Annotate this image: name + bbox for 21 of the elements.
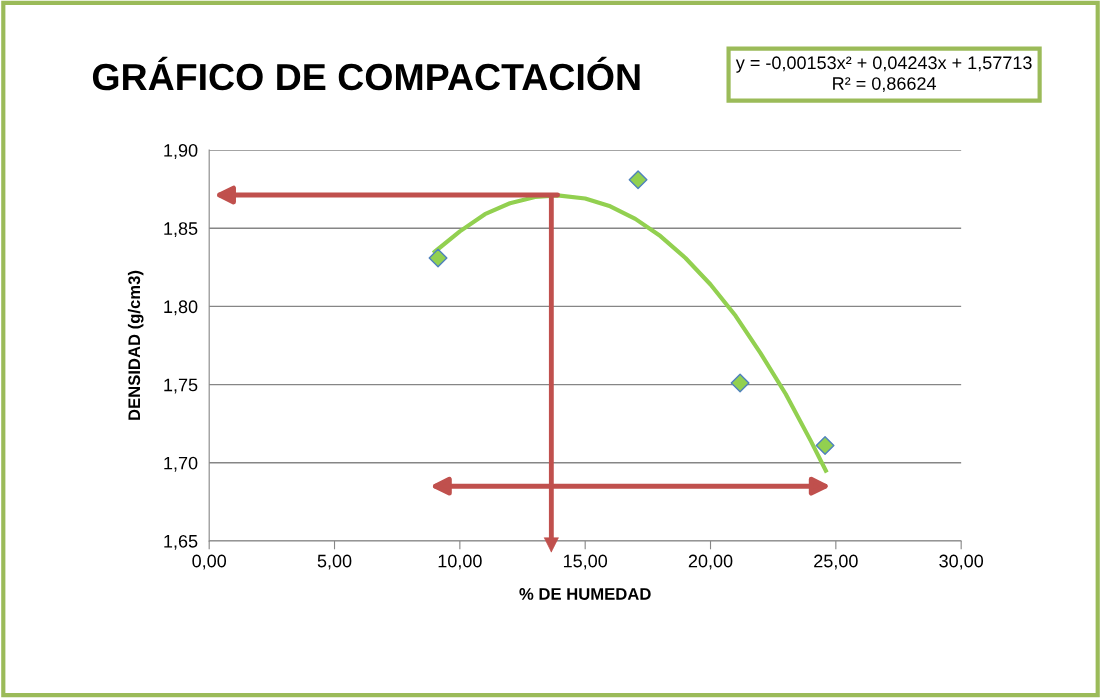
y-tick-label: 1,80 [164, 300, 198, 316]
point [730, 373, 750, 393]
x-tick-label: 30,00 [939, 554, 984, 570]
y-tick-label: 1,75 [164, 378, 198, 394]
y-axis-title: DENSIDAD (g/cm3) [127, 270, 144, 420]
x-tick-label: 10,00 [438, 554, 482, 570]
x-tick-label: 15,00 [563, 554, 608, 570]
x-tick-label: 25,00 [814, 554, 858, 570]
x-tick-label: 5,00 [317, 554, 352, 570]
y-tick-label: 1,90 [164, 144, 198, 159]
x-tick-label: 20,00 [688, 554, 733, 570]
point [815, 436, 835, 456]
point [428, 248, 448, 268]
y-tick-label: 1,85 [164, 222, 198, 238]
y-tick-label: 1,65 [164, 534, 198, 550]
chart-title: GRÁFICO DE COMPACTACIÓN [92, 56, 640, 91]
text: y = -0,00153x² + 0,04243x + 1,57713 R² = 0,86624 [735, 56, 1032, 93]
x-tick-label: 0,00 [192, 554, 227, 570]
y-tick-label: 1,70 [164, 456, 198, 472]
point [628, 170, 648, 190]
x-axis-title: % DE HUMEDAD [519, 588, 651, 600]
